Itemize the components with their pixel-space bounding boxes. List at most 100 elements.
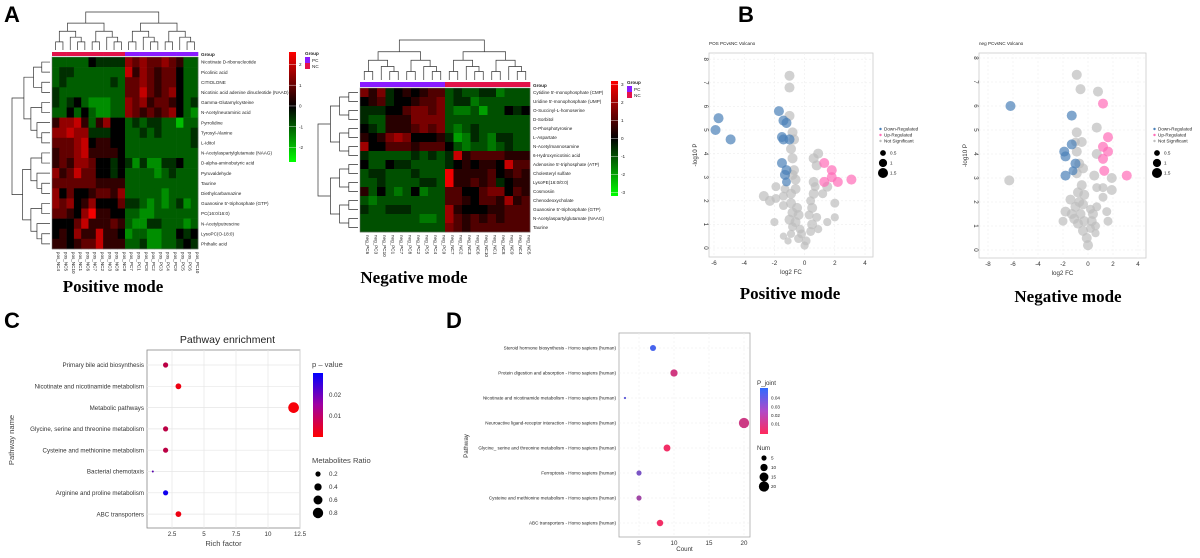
volcano-point-ns [804, 210, 814, 220]
heatmap-cell [402, 106, 412, 116]
group-bar-cell [176, 52, 184, 56]
heatmap-cell [462, 88, 471, 98]
heatmap-cell [168, 147, 177, 159]
heatmap-cell [394, 223, 403, 233]
group-bar-cell [487, 82, 497, 87]
heatmap-cell [125, 147, 133, 159]
heatmap-cell [402, 88, 412, 98]
x-tick-label: 5 [202, 531, 206, 538]
heatmap-cell [360, 133, 369, 143]
volcano-point-ns [1072, 218, 1084, 229]
heatmap-cell [132, 117, 140, 128]
volcano-point-ns [830, 198, 840, 208]
heatmap-cell [103, 208, 111, 219]
volcano-point-up [1097, 153, 1109, 164]
heatmap-cell [176, 117, 184, 128]
group-bar-cell [95, 52, 104, 56]
heatmap-cell [103, 188, 111, 199]
heatmap-cell [436, 187, 446, 197]
heatmap-cell [419, 223, 429, 233]
heatmap-cell [368, 223, 378, 233]
panel-label-d: D [446, 308, 462, 333]
pathway-label: Ferroptosis - Homo sapiens (human) [541, 471, 616, 476]
heatmap-cell [52, 188, 60, 199]
pathway-label: Cysteine and methionine metabolism - Hom… [489, 496, 617, 501]
heatmap-cell [176, 57, 184, 68]
heatmap-cell [117, 97, 126, 108]
volcano-point-down [773, 106, 784, 117]
heatmap-cell [513, 106, 522, 116]
size-legend-circle [880, 150, 886, 156]
row-label: 6-Hydroxynicotinic acid [533, 153, 581, 158]
size-legend-circle [758, 481, 770, 492]
legend-label: Up-Regulated [884, 133, 913, 138]
heatmap-cell [479, 187, 488, 197]
column-label: neg_PC10 [382, 235, 387, 257]
heatmap-cell [470, 88, 480, 98]
row-label: Pyrrolidine [201, 120, 223, 125]
heatmap-cell [504, 142, 514, 152]
group-bar-cell [125, 52, 133, 56]
heatmap-cell [183, 238, 191, 250]
heatmap-cell [385, 205, 395, 215]
heatmap-cell [377, 187, 386, 197]
heatmap-cell [402, 214, 412, 224]
pathway-label: Metabolic pathways [90, 405, 144, 412]
heatmap-cell [154, 67, 162, 78]
volcano-point-ns [823, 217, 832, 227]
heatmap-cell [154, 137, 162, 149]
heatmap-cell [52, 87, 60, 98]
heatmap-cell [368, 160, 378, 170]
heatmap-cell [419, 133, 429, 143]
group-bar-cell [88, 52, 97, 56]
volcano-point-ns [807, 219, 818, 230]
group-bar-cell [513, 82, 522, 87]
heatmap-cell [103, 158, 111, 169]
heatmap-cell [436, 133, 446, 143]
heatmap-cell [176, 107, 184, 118]
heatmap-cell [402, 205, 412, 215]
heatmap-cell [445, 178, 454, 188]
heatmap-cell [402, 223, 412, 233]
colorbar-tick-label: 0.01 [771, 422, 780, 427]
volcano-point-ns [779, 232, 788, 240]
size-legend-circle [761, 455, 767, 461]
y-tick-label: 6 [702, 105, 709, 109]
heatmap-cell [394, 205, 403, 215]
volcano-point-up [1099, 165, 1110, 176]
heatmap-cell [453, 223, 463, 233]
heatmap-cell [161, 228, 170, 240]
heatmap-cell [125, 117, 133, 128]
heatmap-cell [146, 127, 155, 139]
heatmap-cell [59, 168, 67, 179]
row-label: Uridine 5'-monophosphate (UMP) [533, 99, 602, 104]
heatmap-cell [385, 151, 395, 161]
heatmap-cell [139, 188, 148, 199]
column-label: neg_PC6 [365, 235, 370, 255]
pathway-point [623, 396, 627, 400]
volcano-point-up [826, 165, 837, 176]
heatmap-cell [453, 88, 463, 98]
heatmap-cell [190, 198, 199, 209]
heatmap-cell [428, 115, 437, 125]
row-label: PC(16:0/16:0) [201, 211, 230, 216]
heatmap-cell [176, 228, 184, 240]
row-label: Phthalic acid [201, 241, 227, 246]
column-label: pos_PC8 [144, 252, 149, 271]
volcano-point-ns [830, 213, 839, 222]
y-tick-label: 4 [972, 152, 979, 156]
x-tick-label: 0 [1086, 261, 1090, 268]
heatmap-cell [161, 178, 170, 189]
y-tick-label: 0 [702, 246, 709, 250]
heatmap-cell [411, 187, 420, 197]
volcano-point-up [1102, 146, 1114, 157]
heatmap-cell [59, 137, 67, 149]
heatmap-cell [73, 208, 82, 219]
group-bar-cell [470, 82, 480, 87]
row-label: N-Acetylputrescine [201, 221, 240, 226]
heatmap-cell [470, 223, 480, 233]
heatmap-cell [487, 205, 497, 215]
pathway-label: ABC transporters - Homo sapiens (human) [529, 521, 617, 526]
heatmap-cell [453, 205, 463, 215]
group-bar-cell [411, 82, 420, 87]
